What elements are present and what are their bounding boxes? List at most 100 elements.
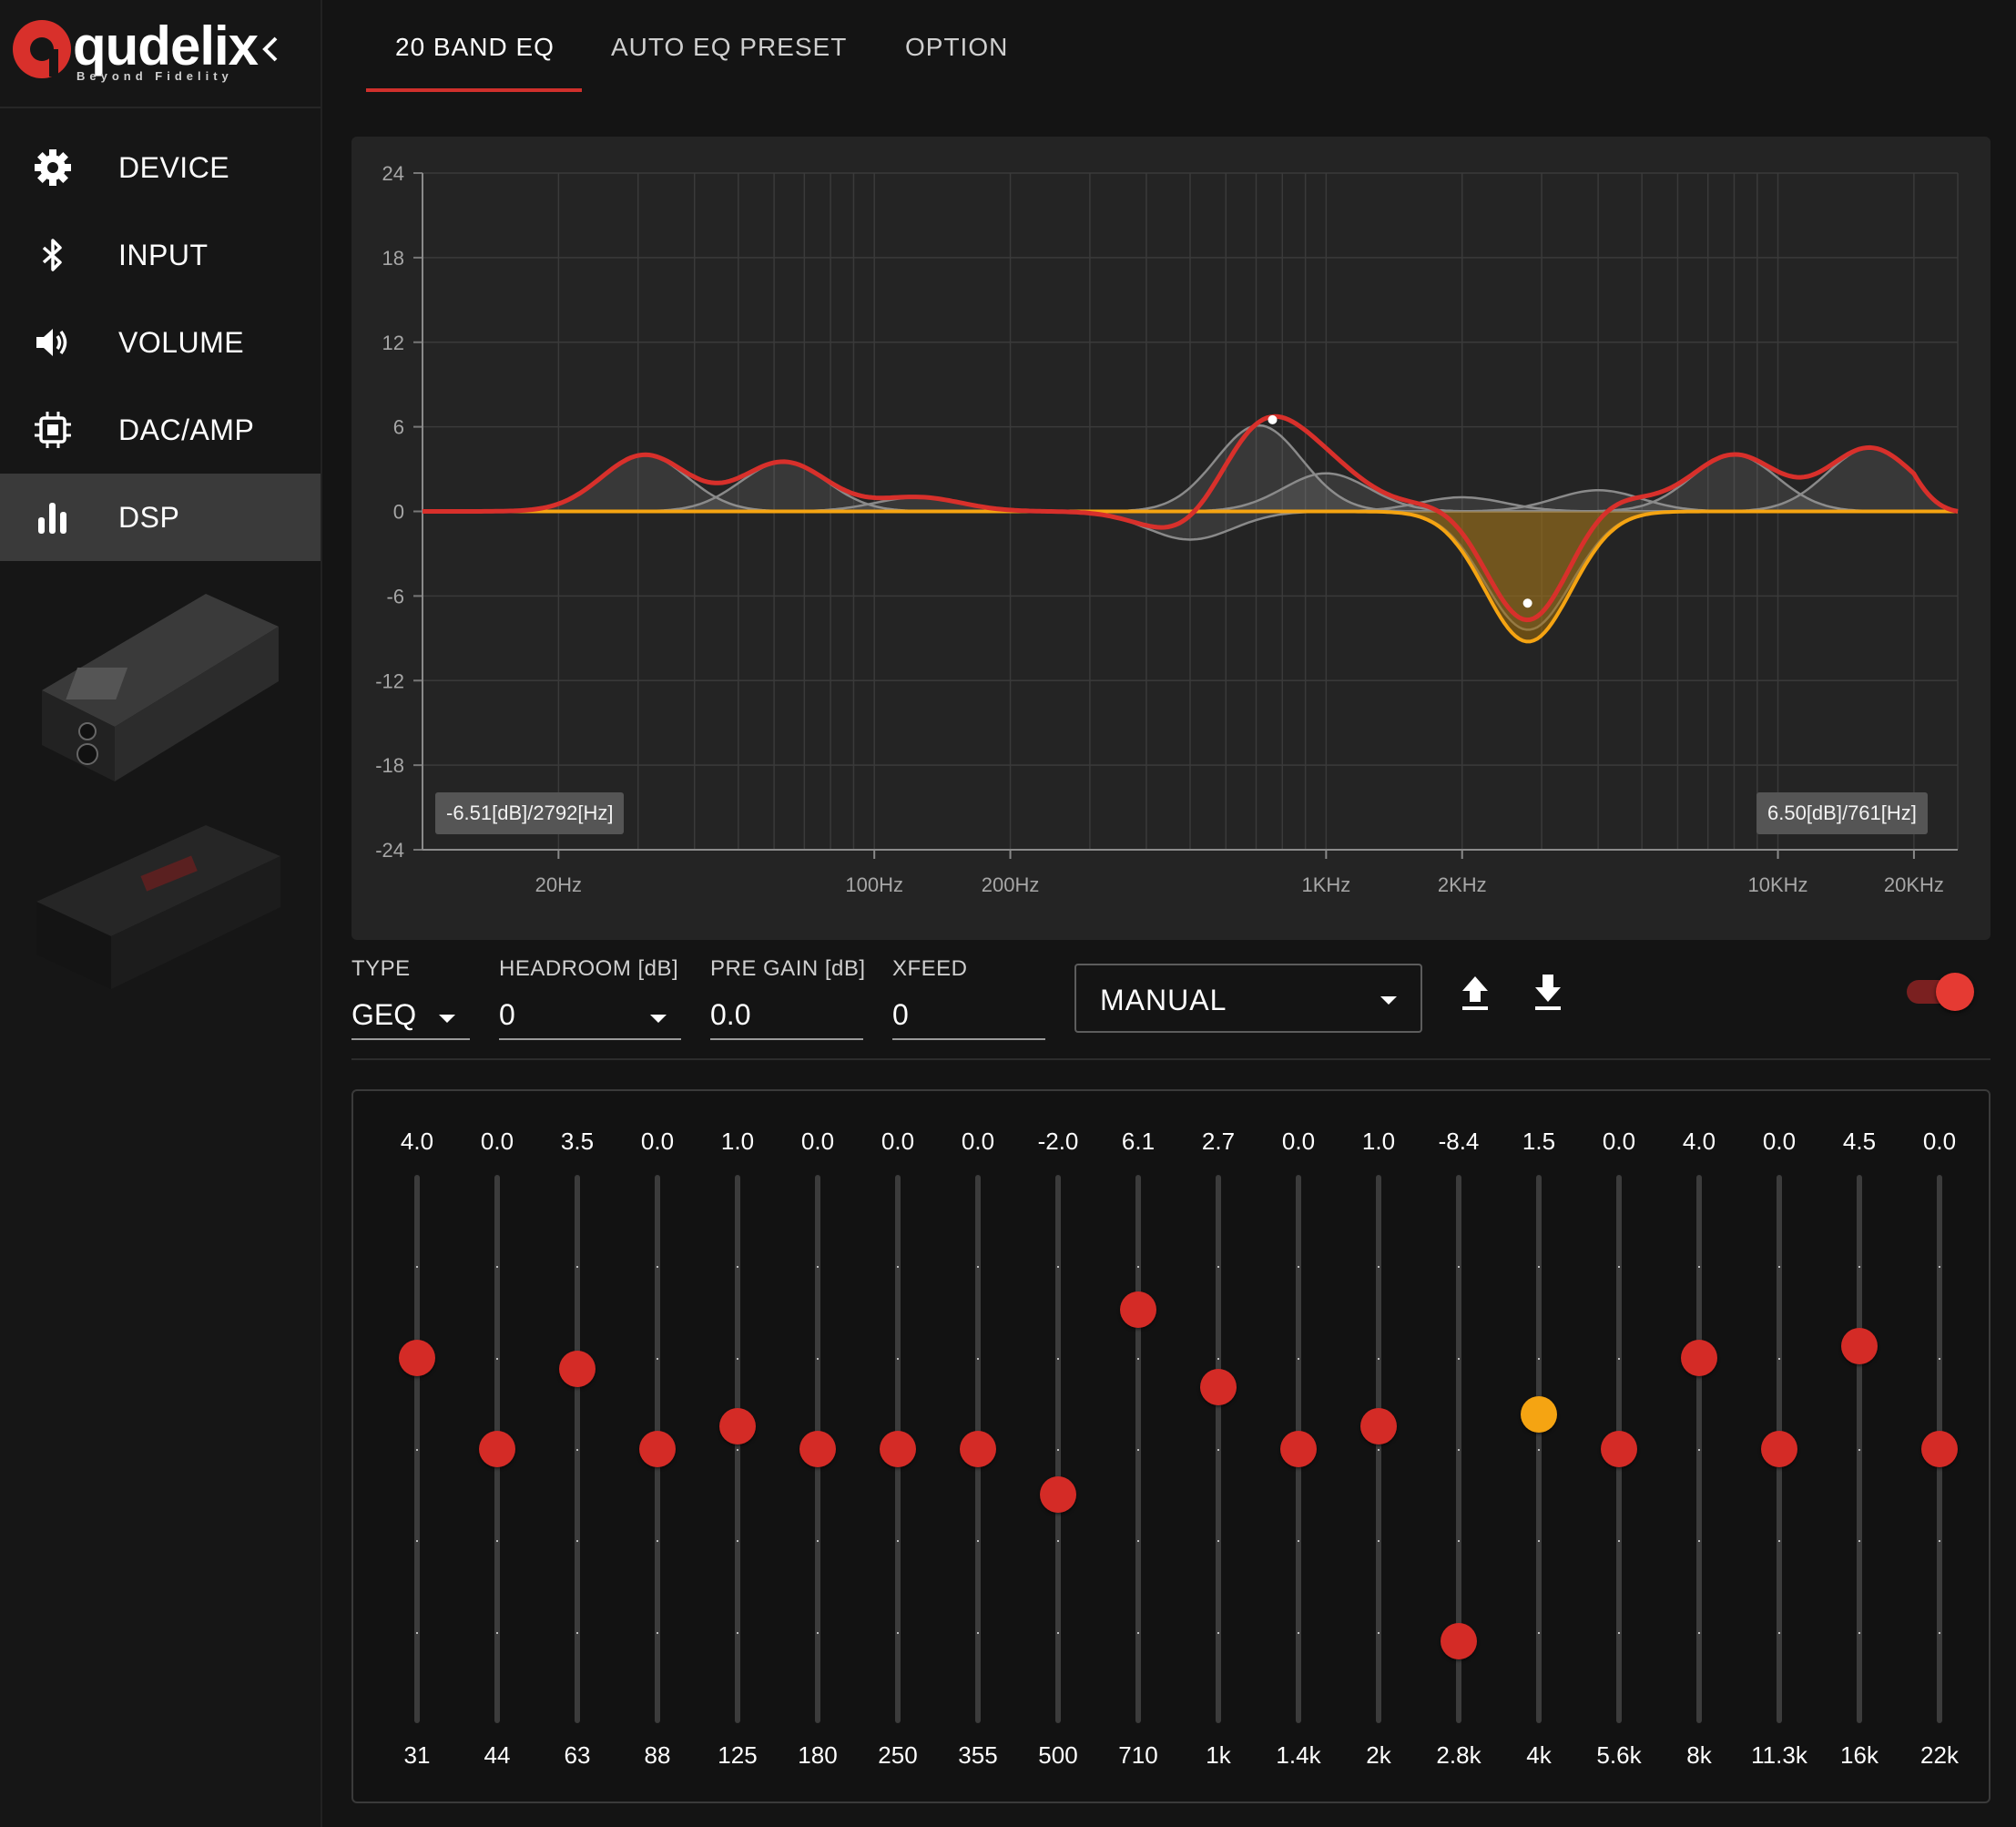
band-slider-thumb[interactable] (1441, 1622, 1477, 1659)
band-slider-thumb[interactable] (1921, 1431, 1958, 1467)
slider-tick (1618, 1266, 1620, 1269)
pregain-input[interactable]: 0.0 (710, 993, 863, 1040)
band-gain-value[interactable]: 0.0 (800, 1128, 835, 1155)
eq-chart-svg: 24 18 12 6 0 -6 -12 -18 -24 20Hz 100Hz 200Hz 1KHz 2KH… (375, 162, 1959, 896)
band-slider-thumb[interactable] (1040, 1476, 1076, 1514)
type-select[interactable]: GEQ (351, 993, 470, 1040)
band-gain-value[interactable]: 0.0 (480, 1128, 514, 1155)
type-value: GEQ (351, 998, 417, 1031)
sidebar-item-dsp[interactable]: DSP (0, 474, 321, 561)
sidebar-item-dac-amp[interactable]: DAC/AMP (0, 386, 321, 474)
x-tick-label: 10KHz (1748, 873, 1808, 896)
band-slider-thumb[interactable] (799, 1431, 836, 1467)
band-slider-track[interactable] (1376, 1175, 1381, 1723)
band-slider-thumb[interactable] (1681, 1339, 1717, 1376)
band-gain-value[interactable]: -2.0 (1037, 1128, 1079, 1155)
band-slider-thumb[interactable] (639, 1431, 676, 1467)
band-slider-thumb[interactable] (1360, 1407, 1397, 1444)
slider-tick (1778, 1540, 1780, 1543)
band-slider-track[interactable] (1135, 1175, 1141, 1723)
slider-tick (1298, 1631, 1299, 1634)
band-gain-value[interactable]: 0.0 (1762, 1128, 1797, 1155)
band-slider-track[interactable] (1055, 1175, 1061, 1723)
band-gain-value[interactable]: 1.5 (1522, 1128, 1556, 1155)
slider-tick (1538, 1266, 1540, 1269)
slider-tick (657, 1631, 658, 1634)
download-button[interactable] (1528, 969, 1568, 1016)
band-gain-value[interactable]: 1.0 (720, 1128, 755, 1155)
band-slider-thumb[interactable] (960, 1431, 996, 1467)
band-slider-track[interactable] (575, 1175, 580, 1723)
band-frequency-label: 1.4k (1276, 1741, 1321, 1769)
band-slider-thumb[interactable] (1761, 1431, 1797, 1467)
band-gain-value[interactable]: -8.4 (1438, 1128, 1480, 1155)
pregain-label: PRE GAIN [dB] (710, 956, 866, 981)
slider-tick (737, 1357, 738, 1360)
band-gain-value[interactable]: 0.0 (1281, 1128, 1316, 1155)
tab-option[interactable]: OPTION (905, 33, 1009, 61)
band-gain-value[interactable]: 6.1 (1121, 1128, 1156, 1155)
band-curve-fill (423, 447, 1958, 512)
band-frequency-label: 88 (644, 1741, 671, 1769)
band-curve-fill (423, 454, 1958, 512)
band-frequency-label: 1k (1206, 1741, 1231, 1769)
band-slider-track[interactable] (1857, 1175, 1862, 1723)
slider-tick (1939, 1540, 1940, 1543)
band-gain-value[interactable]: 0.0 (640, 1128, 675, 1155)
readout-selected-band: -6.51[dB]/2792[Hz] (435, 792, 625, 834)
band-slider-track[interactable] (1216, 1175, 1221, 1723)
band-slider-thumb[interactable] (1200, 1369, 1237, 1406)
upload-button[interactable] (1455, 969, 1495, 1016)
tab-auto-eq-preset[interactable]: AUTO EQ PRESET (611, 33, 848, 61)
band-slider-thumb[interactable] (399, 1339, 435, 1376)
slider-tick (1137, 1449, 1139, 1451)
band-slider-thumb[interactable] (1841, 1328, 1878, 1365)
eq-enable-toggle[interactable] (1903, 971, 1976, 1013)
band-slider-track[interactable] (414, 1175, 420, 1723)
selected-band-fill (423, 511, 1958, 642)
slider-tick (1858, 1449, 1860, 1451)
band-slider-thumb[interactable] (1120, 1291, 1156, 1328)
band-gain-value[interactable]: 1.0 (1361, 1128, 1396, 1155)
band-slider-thumb[interactable] (880, 1431, 916, 1467)
brand-logo: qudelix Beyond Fidelity (13, 13, 286, 95)
band-slider-thumb[interactable] (479, 1431, 515, 1467)
band-gain-value[interactable]: 4.5 (1842, 1128, 1877, 1155)
band-gain-value[interactable]: 0.0 (1922, 1128, 1957, 1155)
band-gain-value[interactable]: 2.7 (1201, 1128, 1236, 1155)
band-gain-value[interactable]: 4.0 (1682, 1128, 1716, 1155)
band-slider-track[interactable] (735, 1175, 740, 1723)
band-slider-thumb[interactable] (1521, 1396, 1557, 1434)
band-slider-thumb[interactable] (559, 1351, 596, 1388)
collapse-sidebar-button[interactable] (258, 33, 285, 66)
slider-tick (1378, 1357, 1380, 1360)
band-gain-value[interactable]: 0.0 (961, 1128, 995, 1155)
slider-tick (897, 1266, 899, 1269)
sidebar-item-label: DAC/AMP (118, 413, 255, 446)
sidebar-item-input[interactable]: INPUT (0, 211, 321, 299)
sidebar-item-label: INPUT (118, 238, 209, 271)
eq-band-710: 6.1 710 (1102, 1091, 1175, 1805)
band-gain-value[interactable]: 0.0 (881, 1128, 915, 1155)
band-slider-thumb[interactable] (719, 1407, 756, 1444)
headroom-select[interactable]: 0 (499, 993, 681, 1040)
band-slider-track[interactable] (1536, 1175, 1542, 1723)
band-gain-value[interactable]: 3.5 (560, 1128, 595, 1155)
tab-20-band-eq[interactable]: 20 BAND EQ (395, 33, 555, 61)
sidebar-item-label: DSP (118, 500, 180, 534)
eq-response-chart[interactable]: 24 18 12 6 0 -6 -12 -18 -24 20Hz 100Hz 200Hz 1KHz 2KH… (351, 137, 1991, 940)
eq-band-22k: 0.0 22k (1903, 1091, 1976, 1805)
sidebar-item-volume[interactable]: VOLUME (0, 299, 321, 386)
band-slider-thumb[interactable] (1280, 1431, 1317, 1467)
band-gain-value[interactable]: 4.0 (400, 1128, 434, 1155)
slider-tick (1618, 1357, 1620, 1360)
xfeed-input[interactable]: 0 (892, 993, 1045, 1040)
y-tick-label: 18 (382, 247, 404, 270)
preset-mode-select[interactable]: MANUAL (1074, 964, 1422, 1033)
sidebar-item-device[interactable]: DEVICE (0, 124, 321, 211)
band-slider-track[interactable] (1696, 1175, 1702, 1723)
band-gain-value[interactable]: 0.0 (1602, 1128, 1636, 1155)
band-slider-thumb[interactable] (1601, 1431, 1637, 1467)
band-curve-fill (423, 454, 1958, 512)
slider-tick (576, 1266, 578, 1269)
